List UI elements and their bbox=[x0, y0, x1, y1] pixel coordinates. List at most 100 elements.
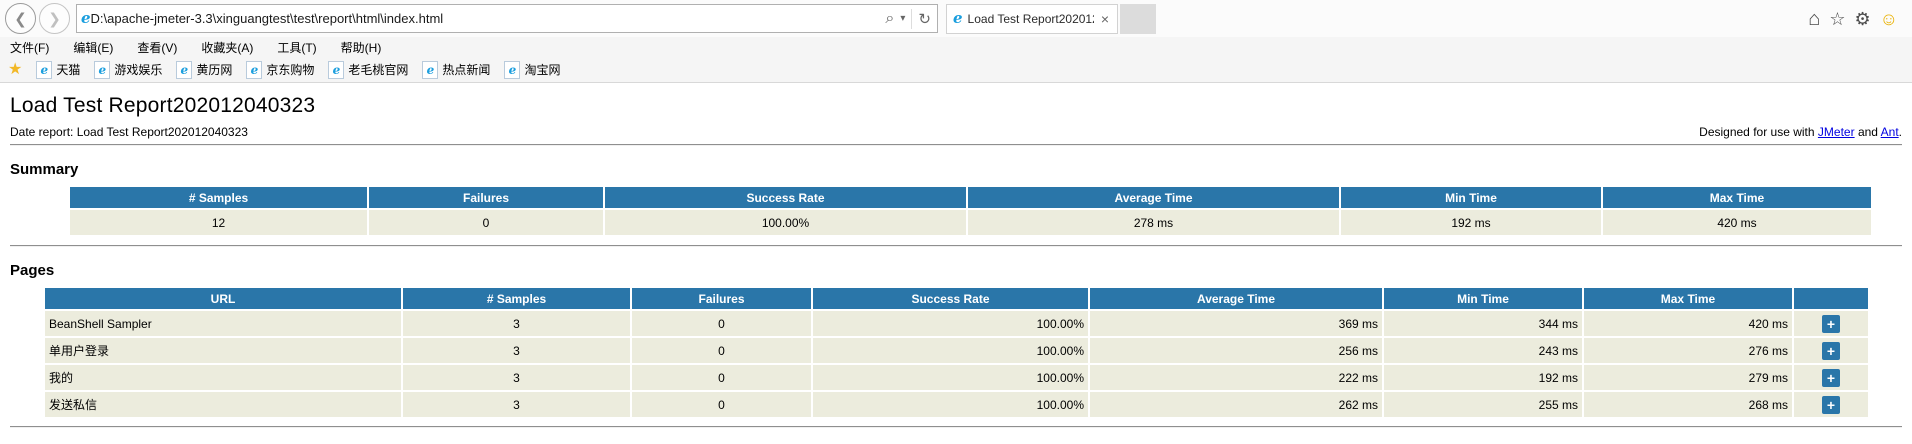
summary-average-time: 278 ms bbox=[968, 210, 1339, 235]
menu-item-edit[interactable]: 编辑(E) bbox=[73, 40, 114, 55]
summary-table: # Samples Failures Success Rate Average … bbox=[68, 185, 1873, 237]
settings-gear-icon[interactable]: ⚙ bbox=[1854, 8, 1871, 29]
menu-item-file[interactable]: 文件(F) bbox=[10, 40, 50, 55]
page-max-time: 268 ms bbox=[1584, 392, 1792, 417]
page-samples: 3 bbox=[403, 365, 630, 390]
tab-close-icon[interactable]: × bbox=[1100, 10, 1109, 27]
page-success-rate: 100.00% bbox=[813, 311, 1088, 336]
summary-min-time: 192 ms bbox=[1341, 210, 1601, 235]
tab-title: Load Test Report202012... bbox=[967, 11, 1094, 26]
page-average-time: 256 ms bbox=[1090, 338, 1382, 363]
page-failures: 0 bbox=[632, 338, 811, 363]
ant-link[interactable]: Ant bbox=[1880, 125, 1899, 139]
page-min-time: 255 ms bbox=[1384, 392, 1582, 417]
ie-tab-icon: e bbox=[953, 9, 963, 27]
page-max-time: 276 ms bbox=[1584, 338, 1792, 363]
page-samples: 3 bbox=[403, 392, 630, 417]
pages-heading: Pages bbox=[10, 262, 55, 279]
forward-button[interactable]: ❯ bbox=[39, 3, 70, 34]
col-success-rate: Success Rate bbox=[605, 187, 966, 208]
table-row: BeanShell Sampler 3 0 100.00% 369 ms 344… bbox=[45, 311, 1868, 336]
summary-samples: 12 bbox=[70, 210, 367, 235]
summary-success-rate: 100.00% bbox=[605, 210, 966, 235]
page-samples: 3 bbox=[403, 311, 630, 336]
url-input[interactable] bbox=[90, 5, 886, 32]
back-icon: ❮ bbox=[14, 10, 27, 28]
expand-details-button[interactable]: + bbox=[1822, 368, 1840, 387]
divider bbox=[10, 144, 1902, 146]
expand-details-button[interactable]: + bbox=[1822, 395, 1840, 414]
summary-max-time: 420 ms bbox=[1603, 210, 1871, 235]
feedback-smiley-icon[interactable]: ☺ bbox=[1879, 8, 1898, 29]
col-url: URL bbox=[45, 288, 401, 309]
period-text: . bbox=[1898, 125, 1902, 139]
favorite-item-jd[interactable]: e 京东购物 bbox=[246, 60, 314, 79]
page-failures: 0 bbox=[632, 392, 811, 417]
table-row: 发送私信 3 0 100.00% 262 ms 255 ms 268 ms + bbox=[45, 392, 1868, 417]
col-average-time: Average Time bbox=[1090, 288, 1382, 309]
menu-item-help[interactable]: 帮助(H) bbox=[340, 40, 382, 55]
summary-data-row: 12 0 100.00% 278 ms 192 ms 420 ms bbox=[70, 210, 1871, 235]
address-divider bbox=[911, 8, 913, 29]
favorite-label: 黄历网 bbox=[196, 63, 233, 77]
page-average-time: 369 ms bbox=[1090, 311, 1382, 336]
and-text: and bbox=[1857, 125, 1878, 139]
add-favorite-star-icon[interactable]: ★ bbox=[8, 60, 23, 78]
back-button[interactable]: ❮ bbox=[5, 3, 36, 34]
divider bbox=[10, 426, 1902, 428]
col-samples: # Samples bbox=[70, 187, 367, 208]
table-row: 我的 3 0 100.00% 222 ms 192 ms 279 ms + bbox=[45, 365, 1868, 390]
favorite-item-tmall[interactable]: e 天猫 bbox=[36, 60, 81, 79]
col-min-time: Min Time bbox=[1384, 288, 1582, 309]
search-icon[interactable]: ⌕ bbox=[885, 9, 895, 27]
menu-item-favorites[interactable]: 收藏夹(A) bbox=[201, 40, 254, 55]
ie-favicon: e bbox=[176, 60, 193, 79]
favorite-item-laomaotao[interactable]: e 老毛桃官网 bbox=[328, 60, 409, 79]
address-bar[interactable]: e ⌕ ▾ ↻ bbox=[76, 4, 938, 33]
favorite-item-news[interactable]: e 热点新闻 bbox=[422, 60, 491, 79]
ie-favicon: e bbox=[422, 60, 439, 79]
browser-tab[interactable]: e Load Test Report202012... × bbox=[946, 3, 1118, 34]
pages-table: URL # Samples Failures Success Rate Aver… bbox=[43, 286, 1870, 419]
summary-failures: 0 bbox=[369, 210, 603, 235]
page-url: 我的 bbox=[45, 365, 401, 390]
expand-details-button[interactable]: + bbox=[1822, 341, 1840, 360]
ie-favicon: e bbox=[246, 60, 263, 79]
col-average-time: Average Time bbox=[968, 187, 1339, 208]
page-min-time: 344 ms bbox=[1384, 311, 1582, 336]
menu-item-view[interactable]: 查看(V) bbox=[137, 40, 178, 55]
page-url: BeanShell Sampler bbox=[45, 311, 401, 336]
page-max-time: 279 ms bbox=[1584, 365, 1792, 390]
jmeter-link[interactable]: JMeter bbox=[1817, 125, 1855, 139]
search-caret-icon[interactable]: ▾ bbox=[900, 13, 906, 24]
page-max-time: 420 ms bbox=[1584, 311, 1792, 336]
favorite-label: 老毛桃官网 bbox=[348, 63, 409, 77]
favorite-label: 淘宝网 bbox=[524, 63, 561, 77]
col-failures: Failures bbox=[632, 288, 811, 309]
favorites-icon[interactable]: ☆ bbox=[1829, 8, 1846, 29]
menu-bar: 文件(F) 编辑(E) 查看(V) 收藏夹(A) 工具(T) 帮助(H) bbox=[0, 37, 1912, 57]
expand-details-button[interactable]: + bbox=[1822, 314, 1840, 333]
ie-favicon: e bbox=[328, 60, 345, 79]
favorite-item-taobao[interactable]: e 淘宝网 bbox=[504, 60, 561, 79]
date-report-line: Date report: Load Test Report20201204032… bbox=[10, 125, 248, 139]
refresh-icon[interactable]: ↻ bbox=[918, 10, 931, 28]
favorite-label: 热点新闻 bbox=[442, 63, 491, 77]
ie-favicon: e bbox=[504, 60, 521, 79]
page-average-time: 222 ms bbox=[1090, 365, 1382, 390]
forward-icon: ❯ bbox=[48, 10, 61, 28]
favorite-item-huangli[interactable]: e 黄历网 bbox=[176, 60, 233, 79]
menu-item-tools[interactable]: 工具(T) bbox=[277, 40, 317, 55]
favorite-item-games[interactable]: e 游戏娱乐 bbox=[94, 60, 162, 79]
page-samples: 3 bbox=[403, 338, 630, 363]
designed-for-line: Designed for use with JMeter and Ant. bbox=[1699, 125, 1902, 139]
favorite-label: 天猫 bbox=[56, 63, 81, 77]
ie-favicon: e bbox=[94, 60, 111, 79]
new-tab-button[interactable] bbox=[1120, 3, 1156, 34]
col-max-time: Max Time bbox=[1584, 288, 1792, 309]
col-max-time: Max Time bbox=[1603, 187, 1871, 208]
page-title: Load Test Report202012040323 bbox=[10, 94, 316, 117]
page-average-time: 262 ms bbox=[1090, 392, 1382, 417]
ie-favicon: e bbox=[36, 60, 53, 79]
home-icon[interactable]: ⌂ bbox=[1808, 7, 1821, 30]
